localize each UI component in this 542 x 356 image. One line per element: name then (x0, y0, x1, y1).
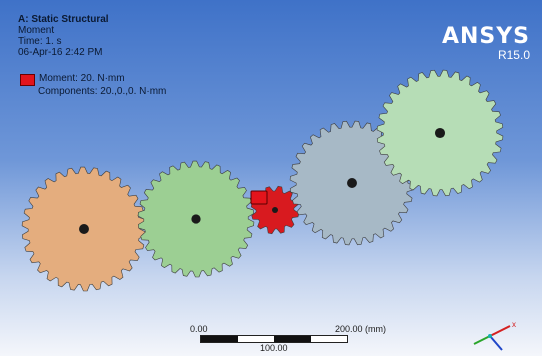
gear-green-hub (191, 214, 201, 224)
scale-ruler (200, 335, 348, 343)
axis-triad-icon[interactable]: x (462, 318, 522, 354)
gear-orange-hub (79, 224, 89, 234)
result-time: Time: 1. s (18, 36, 62, 47)
moment-value: Moment: 20. N·mm (39, 73, 125, 84)
gear-red-hub (272, 207, 278, 213)
analysis-info: A: Static Structural Moment Time: 1. s 0… (18, 14, 109, 58)
scale-mid-label: 100.00 (260, 343, 288, 353)
brand-name: ANSYS (441, 24, 530, 49)
moment-marker-icon (250, 190, 268, 205)
scale-start-label: 0.00 (190, 324, 208, 334)
result-date: 06-Apr-16 2:42 PM (18, 47, 103, 58)
brand-version: R15.0 (497, 48, 530, 62)
load-legend: Moment: 20. N·mm Components: 20.,0.,0. N… (20, 73, 166, 97)
analysis-title: A: Static Structural (18, 14, 109, 25)
scale-bar: 0.00 200.00 (mm) 100.00 (190, 322, 420, 353)
moment-components: Components: 20.,0.,0. N·mm (38, 86, 167, 97)
ansys-logo: ANSYS R15.0 (441, 24, 530, 63)
gear-light-green-hub (434, 127, 446, 139)
scale-end-label: 200.00 (mm) (335, 324, 387, 334)
moment-swatch-icon (20, 74, 35, 86)
svg-text:x: x (512, 320, 516, 329)
gear-gray-hub (347, 178, 357, 188)
result-type: Moment (18, 25, 55, 36)
